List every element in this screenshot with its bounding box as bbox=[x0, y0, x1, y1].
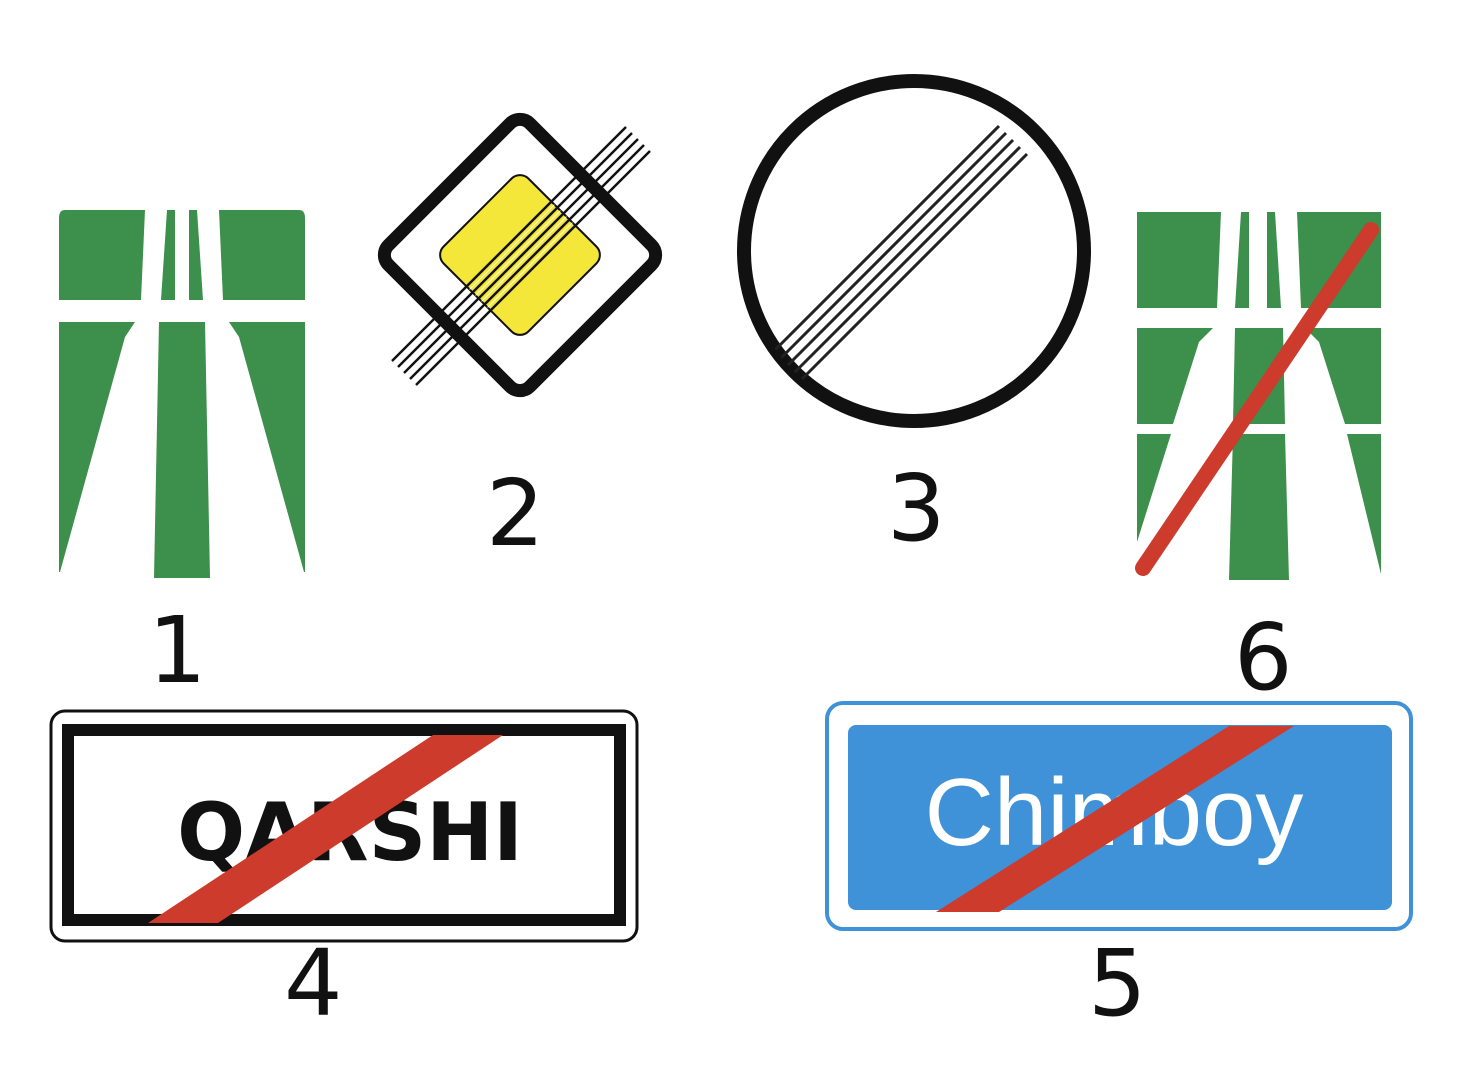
end-of-locality-blue-icon: Chimboy bbox=[825, 701, 1413, 931]
sign-6-number: 6 bbox=[1234, 604, 1293, 711]
sign-5-number: 5 bbox=[1088, 930, 1147, 1037]
end-of-all-restrictions-icon bbox=[737, 74, 1091, 428]
sign-2-number: 2 bbox=[486, 460, 545, 567]
end-of-main-road-icon bbox=[377, 112, 663, 398]
motorway-icon bbox=[59, 210, 305, 578]
sign-4-number: 4 bbox=[284, 930, 343, 1037]
end-of-motorway-icon bbox=[1135, 212, 1381, 580]
sign-1-number: 1 bbox=[148, 597, 207, 704]
end-of-locality-white-icon: QARSHI bbox=[49, 709, 639, 943]
sign-3-number: 3 bbox=[887, 455, 946, 562]
